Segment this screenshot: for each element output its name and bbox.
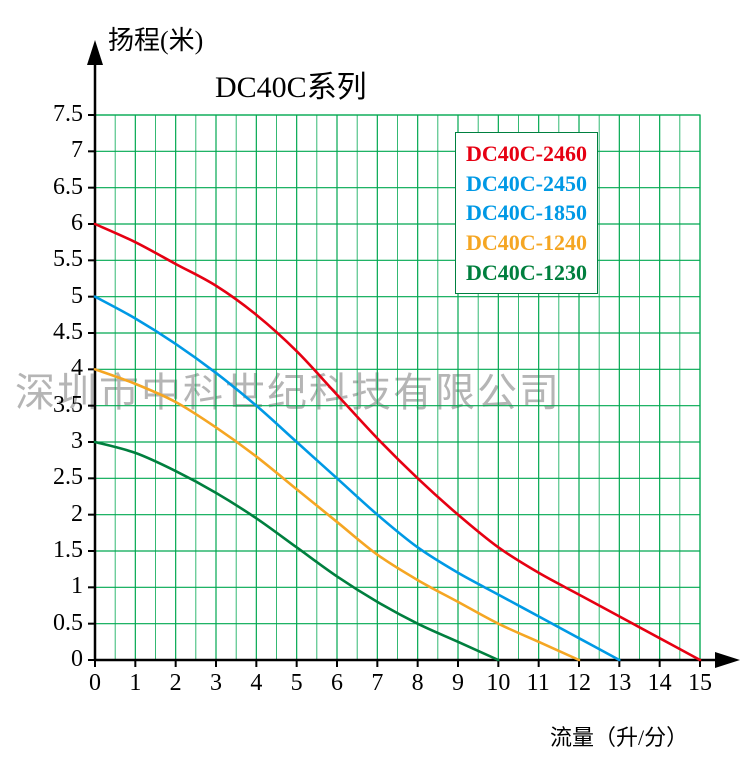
x-tick-label: 9 [452, 670, 464, 697]
legend-item: DC40C-2460 [466, 139, 587, 169]
y-tick-label: 7.5 [33, 101, 83, 128]
y-tick-label: 5 [33, 283, 83, 310]
x-tick-label: 8 [412, 670, 424, 697]
x-tick-label: 4 [250, 670, 262, 697]
x-tick-label: 6 [331, 670, 343, 697]
legend-item: DC40C-2450 [466, 169, 587, 199]
chart-plot [0, 0, 750, 761]
legend-item: DC40C-1230 [466, 258, 587, 288]
y-tick-label: 0 [33, 646, 83, 673]
x-tick-label: 10 [486, 670, 510, 697]
x-tick-label: 11 [527, 670, 550, 697]
legend-item: DC40C-1850 [466, 198, 587, 228]
x-tick-label: 12 [567, 670, 591, 697]
y-tick-label: 4 [33, 355, 83, 382]
y-tick-label: 2 [33, 501, 83, 528]
y-tick-label: 3 [33, 428, 83, 455]
x-tick-label: 5 [291, 670, 303, 697]
y-tick-label: 1 [33, 573, 83, 600]
y-tick-label: 2.5 [33, 464, 83, 491]
y-tick-label: 0.5 [33, 610, 83, 637]
x-tick-label: 3 [210, 670, 222, 697]
x-tick-label: 13 [607, 670, 631, 697]
y-tick-label: 4.5 [33, 319, 83, 346]
x-tick-label: 14 [648, 670, 672, 697]
chart-container: 扬程(米) DC40C系列 流量（升/分） 深圳市中科世纪科技有限公司 DC40… [0, 0, 750, 761]
y-tick-label: 7 [33, 137, 83, 164]
x-tick-label: 2 [170, 670, 182, 697]
x-tick-label: 0 [89, 670, 101, 697]
legend: DC40C-2460DC40C-2450DC40C-1850DC40C-1240… [455, 132, 598, 294]
legend-item: DC40C-1240 [466, 228, 587, 258]
x-tick-label: 1 [129, 670, 141, 697]
y-tick-label: 1.5 [33, 537, 83, 564]
y-tick-label: 5.5 [33, 246, 83, 273]
y-tick-label: 6 [33, 210, 83, 237]
x-tick-label: 15 [688, 670, 712, 697]
x-tick-label: 7 [371, 670, 383, 697]
y-tick-label: 6.5 [33, 174, 83, 201]
y-tick-label: 3.5 [33, 392, 83, 419]
